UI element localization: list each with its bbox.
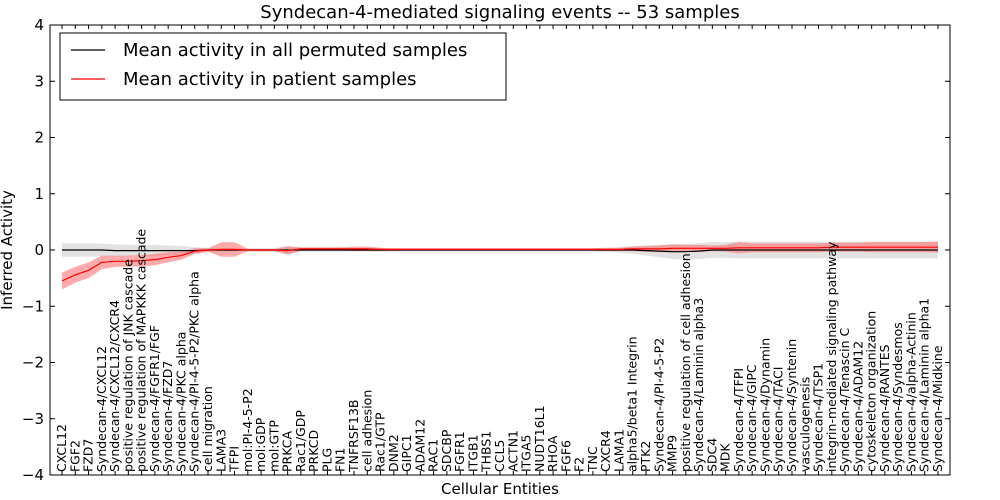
- x-tick-label: positive regulation of JNK cascade: [120, 259, 135, 472]
- x-tick-label: RHOA: [545, 435, 560, 472]
- chart-title: Syndecan-4-mediated signaling events -- …: [260, 2, 739, 23]
- y-tick-label: −3: [22, 410, 44, 428]
- x-tick-label: LAMA1: [611, 429, 626, 472]
- x-tick-label: Syndecan-4/TACI: [771, 367, 786, 472]
- x-tick-label: Syndecan-4/FZD7: [160, 361, 175, 472]
- x-tick-label: FGF6: [558, 440, 573, 472]
- y-tick-label: −4: [22, 466, 44, 484]
- y-tick-label: 2: [34, 129, 44, 147]
- x-tick-label: cell adhesion: [359, 390, 374, 472]
- x-tick-label: MDK: [718, 443, 733, 472]
- x-tick-label: CXCL12: [54, 424, 69, 472]
- x-tick-label: DNM2: [386, 434, 401, 472]
- legend-box: [59, 32, 507, 101]
- y-tick-label: 1: [34, 185, 44, 203]
- x-tick-label: MMP9: [665, 435, 680, 472]
- x-tick-label: Rac1/GTP: [373, 412, 388, 472]
- legend-entry-permuted: Mean activity in all permuted samples: [123, 40, 467, 61]
- x-tick-label: mol:GDP: [253, 417, 268, 472]
- y-tick-label: −2: [22, 354, 44, 372]
- legend: Mean activity in all permuted samples Me…: [59, 32, 507, 101]
- x-tick-label: Syndecan-4/PKC alpha: [173, 332, 188, 472]
- x-tick-label: CCL5: [492, 440, 507, 472]
- x-tick-label: integrin-mediated signaling pathway: [824, 241, 839, 472]
- x-tick-label: PRKCD: [306, 430, 321, 472]
- x-tick-label: CXCR4: [598, 430, 613, 472]
- x-axis: CXCL12FGF2FZD7Syndecan-4/CXCL12Syndecan-…: [54, 25, 945, 475]
- x-tick-label: Syndecan-4/Tenascin C: [837, 327, 852, 472]
- x-tick-label: Syndecan-4/ADAM12: [850, 341, 865, 472]
- x-tick-label: ITGB1: [465, 434, 480, 472]
- x-tick-label: positive regulation of MAPKKK cascade: [134, 229, 149, 472]
- x-tick-label: Syndecan-4/PI-4-5-P2: [651, 338, 666, 472]
- x-tick-label: TNFRSF13B: [346, 400, 361, 473]
- x-tick-label: cytoskeleton organization: [864, 311, 879, 472]
- x-tick-label: FGFR1: [452, 431, 467, 472]
- x-tick-label: ADAM12: [412, 419, 427, 472]
- x-tick-label: LAMA3: [213, 429, 228, 472]
- x-tick-label: Syndecan-4/CXCL12/CXCR4: [107, 300, 122, 472]
- x-tick-label: Syndecan-4/TFPI: [731, 368, 746, 472]
- x-tick-label: RAC1: [426, 439, 441, 472]
- x-tick-label: mol:GTP: [266, 420, 281, 472]
- x-tick-label: TNC: [585, 446, 600, 473]
- x-tick-label: Syndecan-4/CXCL12: [94, 346, 109, 472]
- y-tick-label: 4: [34, 16, 44, 34]
- x-tick-label: cell migration: [200, 386, 215, 472]
- x-tick-label: Syndecan-4/Syntenin: [784, 339, 799, 472]
- x-tick-label: THBS1: [479, 431, 494, 473]
- series-line-patient: [61, 246, 938, 282]
- x-tick-label: SDC4: [704, 438, 719, 472]
- x-tick-label: Syndecan-4/Laminin alpha3: [691, 298, 706, 472]
- x-tick-label: alpha5/beta1 Integrin: [625, 336, 640, 472]
- y-tick-label: −1: [22, 297, 44, 315]
- x-tick-label: NUDT16L1: [532, 405, 547, 472]
- x-tick-label: FZD7: [81, 439, 96, 472]
- series-lines: [61, 246, 938, 282]
- band-patient: [62, 241, 938, 290]
- x-tick-label: PRKCA: [280, 431, 295, 472]
- x-tick-label: mol:PI-4-5-P2: [240, 388, 255, 472]
- y-axis: −4 −3 −2 −1 0 1 2 3 4: [22, 16, 950, 484]
- x-tick-label: ITGA5: [519, 434, 534, 472]
- x-tick-label: F2: [572, 457, 587, 472]
- x-tick-label: GIPC1: [399, 434, 414, 472]
- x-tick-label: Syndecan-4/PI-4-5-P2/PKC alpha: [187, 271, 202, 472]
- x-tick-label: Rac1/GDP: [293, 410, 308, 472]
- x-tick-label: Syndecan-4/alpha-Actinin: [903, 312, 918, 472]
- y-tick-label: 0: [34, 241, 44, 259]
- x-tick-label: PLG: [319, 448, 334, 472]
- x-tick-label: Syndecan-4/RANTES: [877, 344, 892, 472]
- x-tick-label: Syndecan-4/Midkine: [930, 345, 945, 472]
- x-tick-label: TFPI: [227, 446, 242, 473]
- x-tick-label: ACTN1: [505, 430, 520, 472]
- legend-entry-patient: Mean activity in patient samples: [123, 69, 417, 90]
- x-tick-label: positive regulation of cell adhesion: [678, 253, 693, 472]
- x-tick-label: Syndecan-4/Syndesmos: [890, 322, 905, 472]
- x-tick-label: PTK2: [638, 441, 653, 472]
- x-tick-label: Syndecan-4/Laminin alpha1: [917, 298, 932, 472]
- x-tick-label: Syndecan-4/GIPC: [744, 364, 759, 472]
- y-tick-label: 3: [34, 72, 44, 90]
- x-tick-label: vasculogenesis: [797, 377, 812, 472]
- x-tick-label: Syndecan-4/FGFR1/FGF: [147, 325, 162, 472]
- x-tick-label: FGF2: [67, 440, 82, 472]
- x-tick-label: Syndecan-4/Dynamin: [757, 338, 772, 472]
- x-tick-label: SDCBP: [439, 429, 454, 472]
- x-tick-label: FN1: [333, 448, 348, 473]
- x-tick-label: Syndecan-4/TSP1: [811, 363, 826, 472]
- y-axis-label: Inferred Activity: [0, 190, 16, 310]
- x-axis-label: Cellular Entities: [441, 480, 559, 498]
